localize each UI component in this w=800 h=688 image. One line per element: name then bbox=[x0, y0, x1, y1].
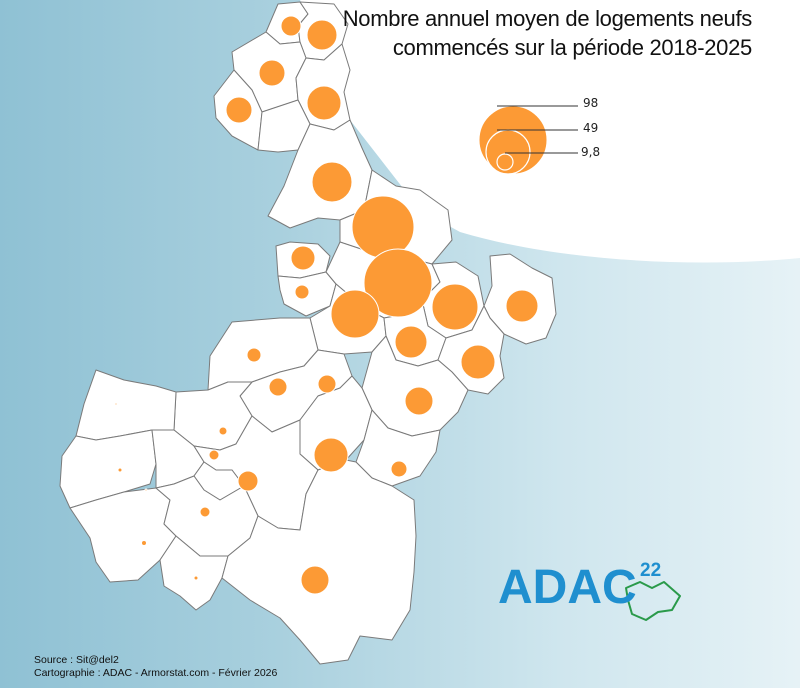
commune-symbol bbox=[114, 402, 118, 406]
title-line-2: commencés sur la période 2018-2025 bbox=[392, 35, 752, 60]
commune-symbol bbox=[280, 15, 302, 37]
commune-symbol bbox=[225, 96, 253, 124]
cartography-line: Cartographie : ADAC - Armorstat.com - Fé… bbox=[34, 667, 278, 679]
commune-symbol bbox=[431, 283, 479, 331]
title-line-1: Nombre annuel moyen de logements neufs bbox=[342, 6, 753, 31]
commune-symbol bbox=[218, 426, 228, 436]
adac-logo-text: ADAC bbox=[498, 561, 637, 614]
commune-symbol bbox=[268, 377, 288, 397]
adac-logo-emblem bbox=[625, 581, 681, 621]
commune-symbol bbox=[505, 289, 539, 323]
source-credits: Source : Sit@del2 Cartographie : ADAC - … bbox=[34, 654, 277, 680]
commune-symbol bbox=[351, 195, 415, 259]
source-line: Source : Sit@del2 bbox=[34, 654, 119, 666]
commune-symbol bbox=[294, 284, 310, 300]
commune-symbol bbox=[246, 347, 262, 363]
commune-symbol bbox=[237, 470, 259, 492]
commune-symbol bbox=[290, 245, 316, 271]
commune-symbol bbox=[144, 488, 148, 492]
commune-symbol bbox=[460, 344, 496, 380]
commune-symbol bbox=[193, 575, 199, 581]
commune bbox=[159, 535, 229, 611]
commune-symbol bbox=[117, 467, 123, 473]
commune-symbol bbox=[394, 325, 428, 359]
commune-symbol bbox=[390, 460, 408, 478]
commune-symbol bbox=[363, 248, 433, 318]
commune-symbol bbox=[306, 19, 338, 51]
commune-symbol bbox=[404, 386, 434, 416]
commune-symbol bbox=[313, 437, 349, 473]
legend-label-9-8: 9,8 bbox=[581, 145, 601, 159]
commune-symbol bbox=[330, 289, 380, 339]
commune bbox=[221, 459, 417, 665]
legend-label-49: 49 bbox=[583, 121, 599, 135]
commune-symbol bbox=[300, 565, 330, 595]
proportional-symbols bbox=[114, 15, 539, 595]
legend-circle-9-8 bbox=[496, 153, 514, 171]
commune bbox=[59, 429, 157, 509]
commune-symbol bbox=[258, 59, 286, 87]
logo-map-outline bbox=[625, 581, 681, 621]
map-title: Nombre annuel moyen de logements neufs c… bbox=[282, 4, 753, 62]
legend-symbols bbox=[478, 105, 578, 175]
adac-logo-number: 22 bbox=[640, 560, 662, 581]
legend-label-98: 98 bbox=[583, 96, 599, 110]
commune-symbol bbox=[306, 85, 342, 121]
commune-symbol bbox=[208, 449, 220, 461]
commune-symbol bbox=[199, 506, 211, 518]
commune-symbol bbox=[317, 374, 337, 394]
commune-symbol bbox=[311, 161, 353, 203]
commune-symbol bbox=[141, 540, 147, 546]
